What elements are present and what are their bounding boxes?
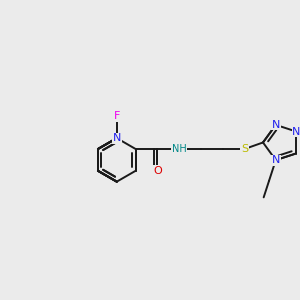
- Text: NH: NH: [172, 144, 187, 154]
- Text: N: N: [272, 155, 280, 165]
- Text: S: S: [241, 144, 248, 154]
- Text: F: F: [114, 111, 120, 122]
- Text: O: O: [153, 166, 162, 176]
- Text: N: N: [112, 133, 121, 143]
- Text: N: N: [272, 120, 280, 130]
- Text: N: N: [292, 127, 300, 136]
